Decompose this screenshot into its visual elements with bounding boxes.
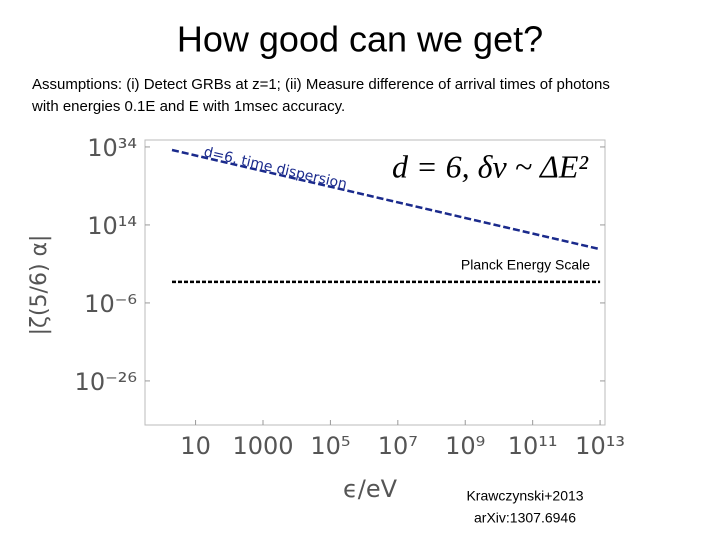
assumptions: Assumptions: (i) Detect GRBs at z=1; (ii… bbox=[32, 76, 610, 115]
credit: Krawczynski+2013 bbox=[466, 488, 583, 504]
series-label: Planck Energy Scale bbox=[461, 257, 590, 273]
x-tick-label: 10⁵ bbox=[310, 432, 350, 460]
slide-title: How good can we get? bbox=[177, 19, 543, 60]
x-axis-label: ϵ/eV bbox=[343, 475, 398, 503]
x-tick-label: 10⁷ bbox=[378, 432, 418, 460]
series-label: d=6, time dispersion bbox=[202, 144, 348, 193]
formula: d = 6, δv ~ ΔE² bbox=[392, 148, 589, 184]
series-line bbox=[171, 148, 601, 251]
y-tick-label: 10⁻⁶ bbox=[84, 290, 137, 318]
y-tick-label: 10⁻²⁶ bbox=[75, 368, 137, 396]
x-tick-label: 10¹¹ bbox=[508, 432, 558, 460]
x-tick-label: 10¹³ bbox=[575, 432, 625, 460]
x-tick-label: 1000 bbox=[232, 432, 293, 460]
x-tick-label: 10⁹ bbox=[445, 432, 485, 460]
credit: arXiv:1307.6946 bbox=[474, 510, 576, 526]
x-tick-label: 10 bbox=[180, 432, 211, 460]
y-tick-label: 10¹⁴ bbox=[87, 212, 137, 240]
y-tick-label: 10³⁴ bbox=[87, 134, 137, 162]
y-axis-label: |ζ(5/6) α| bbox=[27, 235, 52, 336]
plot-frame bbox=[144, 139, 606, 426]
